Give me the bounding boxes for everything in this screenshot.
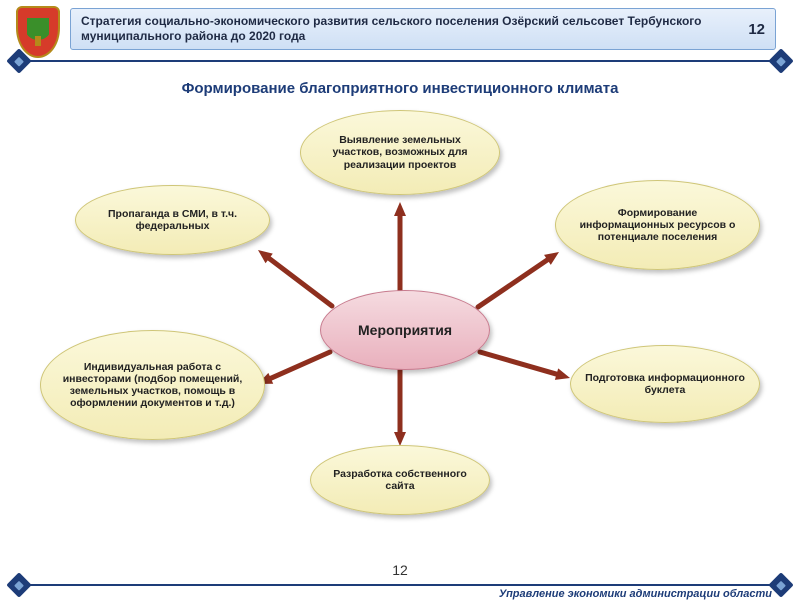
radial-diagram: Мероприятия Выявление земельных участков,… bbox=[0, 100, 800, 560]
outer-node: Подготовка информационного буклета bbox=[570, 345, 760, 423]
outer-node: Индивидуальная работа с инвесторами (под… bbox=[40, 330, 265, 440]
page-number-top: 12 bbox=[737, 21, 765, 38]
section-subtitle: Формирование благоприятного инвестиционн… bbox=[0, 80, 800, 97]
diamond-ornament-icon bbox=[768, 48, 793, 73]
outer-node: Формирование информационных ресурсов о п… bbox=[555, 180, 760, 270]
divider-top bbox=[18, 60, 782, 62]
footer-label: Управление экономики администрации облас… bbox=[499, 588, 772, 600]
header-title: Стратегия социально-экономического разви… bbox=[81, 14, 737, 44]
header-bar: Стратегия социально-экономического разви… bbox=[70, 8, 776, 50]
divider-bottom bbox=[18, 584, 782, 586]
tree-icon bbox=[27, 18, 49, 46]
shield-icon bbox=[16, 6, 60, 58]
outer-node: Выявление земельных участков, возможных … bbox=[300, 110, 500, 195]
outer-node: Пропаганда в СМИ, в т.ч. федеральных bbox=[75, 185, 270, 255]
center-node: Мероприятия bbox=[320, 290, 490, 370]
outer-node: Разработка собственного сайта bbox=[310, 445, 490, 515]
page-number-center: 12 bbox=[0, 562, 800, 578]
